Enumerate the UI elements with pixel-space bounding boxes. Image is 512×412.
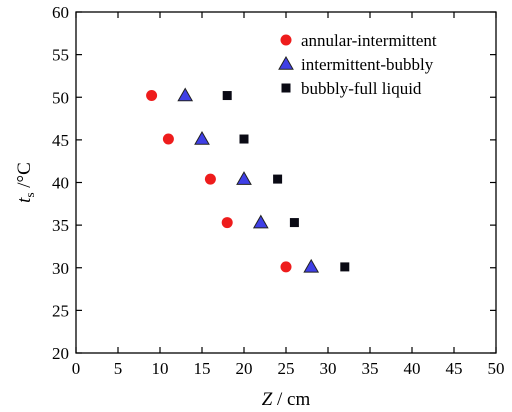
y-tick-label: 50 xyxy=(52,88,69,107)
plot-area-frame xyxy=(75,11,497,354)
y-tick-label: 40 xyxy=(52,174,69,193)
y-axis-subscript: s xyxy=(22,192,37,197)
y-tick-label: 35 xyxy=(52,216,69,235)
circle-data-point xyxy=(280,261,292,273)
square-data-point xyxy=(222,91,232,101)
y-axis-unit: /°C xyxy=(14,162,35,192)
circle-data-point xyxy=(162,133,174,145)
square-data-point xyxy=(340,262,350,272)
x-tick-label: 20 xyxy=(236,359,253,378)
legend-label: annular-intermittent xyxy=(301,31,437,50)
circle-data-point xyxy=(146,90,158,102)
square-data-point xyxy=(273,174,283,184)
x-tick-label: 40 xyxy=(404,359,421,378)
triangle-data-point xyxy=(252,214,269,229)
x-tick-label: 25 xyxy=(278,359,295,378)
x-tick-label: 10 xyxy=(152,359,169,378)
square-data-point xyxy=(239,134,249,144)
y-tick-label: 25 xyxy=(52,301,69,320)
axis-ticks: 0 5 10 15 20 25 30 35 40 45 50 20 25 30 35 40 45 50 55 60 xyxy=(52,3,505,378)
legend: annular-intermittent intermittent-bubbly b… xyxy=(278,31,437,98)
y-tick-label: 20 xyxy=(52,344,69,363)
x-tick-label: 35 xyxy=(362,359,379,378)
x-tick-label: 0 xyxy=(72,359,81,378)
triangle-data-point xyxy=(303,258,320,273)
circle-data-point xyxy=(221,217,233,229)
y-axis-variable: t xyxy=(14,197,35,203)
x-tick-label: 50 xyxy=(488,359,505,378)
square-data-point xyxy=(289,218,299,228)
x-axis-variable: Z xyxy=(262,389,273,410)
y-axis-title: ts /°C xyxy=(14,162,37,203)
data-points xyxy=(146,87,350,273)
legend-label: bubbly-full liquid xyxy=(301,79,422,98)
legend-triangle-marker xyxy=(278,55,294,70)
legend-square-marker xyxy=(281,83,291,93)
y-tick-label: 45 xyxy=(52,131,69,150)
triangle-data-point xyxy=(236,171,252,185)
y-tick-label: 30 xyxy=(52,259,69,278)
y-tick-label: 55 xyxy=(52,46,69,65)
triangle-data-point xyxy=(194,131,210,145)
x-axis-title: Z / cm xyxy=(262,389,311,410)
y-tick-label: 60 xyxy=(52,3,69,22)
x-tick-label: 45 xyxy=(446,359,463,378)
x-axis-unit: / cm xyxy=(272,389,310,410)
x-tick-label: 5 xyxy=(114,359,123,378)
x-tick-label: 30 xyxy=(320,359,337,378)
legend-label: intermittent-bubbly xyxy=(301,55,434,74)
circle-data-point xyxy=(204,173,216,185)
x-tick-label: 15 xyxy=(194,359,211,378)
triangle-data-point xyxy=(177,87,194,102)
legend-circle-marker xyxy=(280,34,292,46)
